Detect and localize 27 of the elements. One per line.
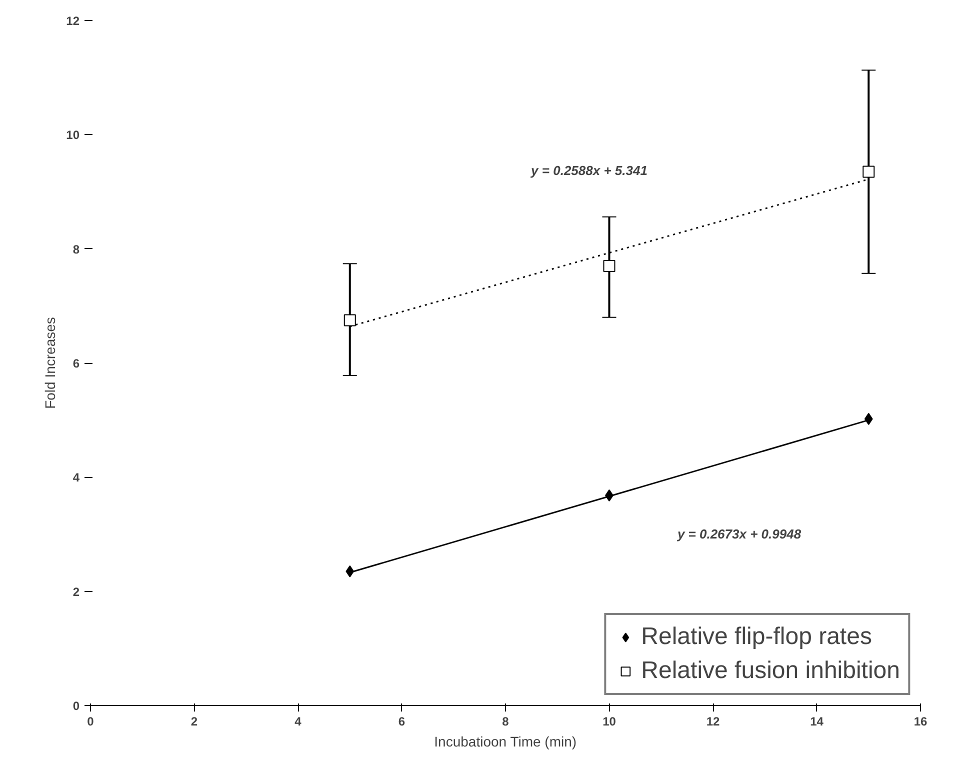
annotation: y = 0.2588x + 5.341 (530, 162, 648, 178)
legend-label: Relative flip-flop rates (641, 623, 872, 651)
y-axis-title: Fold Increases (42, 317, 58, 409)
legend-label: Relative fusion inhibition (641, 657, 900, 685)
y-tick-label: 8 (72, 242, 80, 256)
point (344, 314, 356, 326)
x-tick-label: 6 (398, 714, 406, 728)
y-tick-label: 2 (72, 584, 80, 599)
y-tick-label: 6 (72, 356, 80, 370)
x-tick-label: 8 (502, 714, 510, 728)
annotation: y = 0.2673x + 0.9948 (676, 526, 802, 542)
point (603, 260, 616, 272)
x-tick-label: 2 (190, 714, 198, 728)
x-tick-label: 4 (294, 714, 302, 728)
x-tick-label: 12 (706, 714, 720, 728)
x-tick-label: 16 (914, 714, 928, 728)
x-tick-label: 10 (602, 714, 616, 728)
x-tick-label: 14 (810, 714, 824, 728)
y-tick-label: 12 (66, 14, 80, 28)
point (864, 412, 873, 425)
point (862, 166, 875, 178)
point (346, 565, 354, 578)
x-tick-label: 0 (87, 714, 94, 728)
y-tick-label: 10 (66, 128, 80, 142)
y-tick-label: 4 (72, 470, 80, 485)
y-tick-label: 0 (72, 699, 80, 713)
x-axis-title: Incubatioon Time (min) (434, 734, 577, 750)
